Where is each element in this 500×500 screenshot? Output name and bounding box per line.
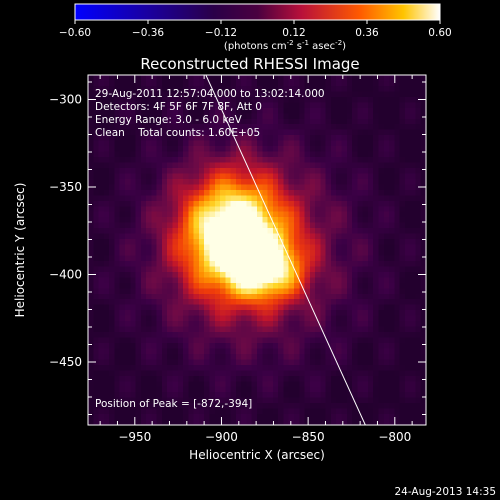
colorbar-tick-label: −0.60: [59, 27, 91, 39]
plot-frame: [87, 74, 427, 426]
y-axis-ticks: −300 −350 −400 −450: [49, 81, 426, 415]
chart-title: Reconstructed RHESSI Image: [140, 55, 359, 73]
info-line-detectors: Detectors: 4F 5F 6F 7F 8F, Att 0: [95, 101, 262, 113]
x-axis-label: Heliocentric X (arcsec): [189, 448, 325, 462]
peak-position-label: Position of Peak = [-872,-394]: [95, 398, 252, 410]
colorbar-units: (photons cm-2 s-1 asec-2): [224, 39, 346, 52]
x-tick-label: −800: [378, 430, 411, 444]
y-tick-label: −450: [49, 355, 82, 369]
info-line-counts: Clean Total counts: 1.60E+05: [95, 127, 260, 139]
heatmap-image: [88, 75, 426, 425]
colorbar-tick-label: 0.60: [428, 27, 451, 39]
x-tick-label: −950: [118, 430, 151, 444]
timestamp: 24-Aug-2013 14:35: [394, 486, 496, 498]
y-tick-label: −350: [49, 180, 82, 194]
colorbar-tick-label: 0.12: [282, 27, 305, 39]
colorbar-tick-label: 0.36: [355, 27, 379, 39]
y-tick-label: −400: [49, 268, 82, 282]
info-line-energy: Energy Range: 3.0 - 6.0 keV: [95, 114, 243, 126]
info-line-time: 29-Aug-2011 12:57:04.000 to 13:02:14.000: [95, 88, 325, 100]
info-text: 29-Aug-2011 12:57:04.000 to 13:02:14.000…: [95, 88, 325, 139]
colorbar-tick-label: −0.36: [132, 27, 164, 39]
y-axis-label: Heliocentric Y (arcsec): [13, 183, 27, 318]
solar-limb-line: [205, 75, 366, 425]
colorbar-ticks: −0.60 −0.36 −0.12 0.12 0.36 0.60: [59, 20, 452, 39]
colorbar: [74, 3, 441, 21]
colorbar-tick-label: −0.12: [205, 27, 237, 39]
y-tick-label: −300: [49, 93, 82, 107]
x-tick-label: −900: [205, 430, 238, 444]
x-tick-label: −850: [292, 430, 325, 444]
x-axis-ticks: −950 −900 −850 −800: [99, 75, 413, 444]
plot-area: [88, 75, 426, 425]
